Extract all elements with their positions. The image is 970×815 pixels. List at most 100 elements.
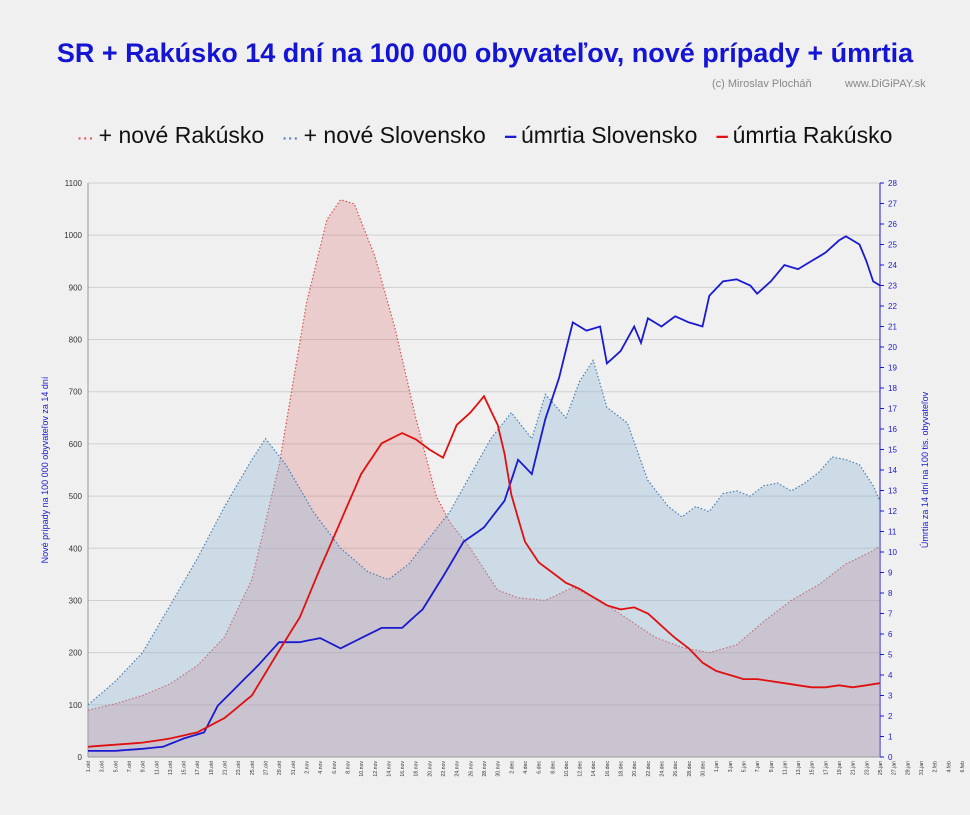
y2-tick-label: 2: [888, 712, 893, 721]
x-tick-label: 16.dec: [605, 761, 611, 777]
line-series-0: [88, 235, 881, 752]
x-tick-label: 13.jan: [796, 761, 802, 775]
x-tick-label: 15.okt: [182, 760, 188, 775]
x-tick-label: 22.nov: [441, 761, 447, 777]
y-axis-title: Nové prípady na 100 000 obyvateľov za 14…: [40, 376, 50, 563]
x-tick-label: 2.dec: [509, 761, 515, 774]
y-tick-label: 100: [69, 701, 83, 710]
y-tick-label: 1000: [64, 231, 82, 240]
y2-axis-title: Úmrtia za 14 dní na 100 tis. obyvateľov: [920, 391, 930, 548]
x-tick-label: 18.nov: [414, 761, 420, 777]
x-tick-label: 25.jan: [878, 761, 884, 775]
credit-author: (c) Miroslav Plocháň: [712, 78, 812, 90]
x-tick-label: 6.dec: [537, 761, 543, 774]
x-tick-label: 4.nov: [318, 761, 324, 774]
x-tick-label: 10.dec: [564, 761, 570, 777]
y-tick-label: 400: [69, 544, 83, 553]
x-tick-label: 4.dec: [523, 761, 529, 774]
x-tick-label: 22.dec: [646, 761, 652, 777]
chart-legend: ··· + nové Rakúsko ··· + nové Slovensko – ú…: [0, 122, 970, 149]
x-tick-label: 20.dec: [632, 761, 638, 777]
y-tick-label: 900: [69, 283, 83, 292]
x-tick-label: 25.okt: [250, 760, 256, 775]
y2-tick-label: 21: [888, 323, 897, 332]
x-tick-label: 26.nov: [468, 761, 474, 777]
x-tick-label: 17.jan: [823, 761, 829, 775]
y2-tick-label: 19: [888, 364, 897, 373]
y2-tick-label: 5: [888, 651, 893, 660]
legend-swatch-solid: –: [504, 122, 517, 148]
x-tick-label: 6.nov: [332, 761, 338, 774]
legend-label: úmrtia Rakúsko: [732, 122, 893, 148]
y2-tick-label: 12: [888, 507, 897, 516]
area-series-0: [88, 199, 880, 757]
x-tick-label: 23.okt: [236, 760, 242, 775]
legend-item-umrtia-slovensko: – úmrtia Slovensko: [504, 122, 704, 148]
x-tick-label: 29.okt: [277, 760, 283, 775]
x-tick-label: 16.nov: [400, 761, 406, 777]
x-tick-label: 8.dec: [550, 761, 556, 774]
chart-title: SR + Rakúsko 14 dní na 100 000 obyvateľo…: [56, 38, 914, 68]
y-tick-label: 500: [69, 492, 83, 501]
y2-tick-label: 28: [888, 179, 897, 188]
y2-tick-label: 22: [888, 302, 897, 311]
x-tick-label: 9.okt: [141, 760, 147, 772]
y-tick-label: 300: [69, 596, 83, 605]
y2-tick-label: 25: [888, 241, 897, 250]
x-tick-label: 11.okt: [154, 760, 160, 774]
y-tick-label: 200: [69, 649, 83, 658]
x-tick-label: 5.okt: [113, 760, 119, 772]
y2-tick-label: 20: [888, 343, 897, 352]
y2-tick-label: 10: [888, 548, 897, 557]
y2-tick-label: 13: [888, 487, 897, 496]
x-tick-label: 9.jan: [769, 761, 775, 772]
area-series-1: [88, 360, 880, 757]
x-tick-label: 3.jan: [728, 761, 734, 772]
x-tick-label: 14.nov: [386, 761, 392, 777]
x-tick-label: 6.feb: [960, 761, 966, 773]
x-tick-label: 4.feb: [946, 761, 952, 773]
x-tick-label: 1.okt: [86, 760, 92, 772]
x-tick-label: 1.jan: [714, 761, 720, 772]
y-tick-label: 700: [69, 388, 83, 397]
x-tick-label: 12.dec: [578, 761, 584, 777]
y2-tick-label: 3: [888, 692, 893, 701]
legend-label: + nové Slovensko: [303, 122, 486, 148]
x-tick-label: 28.nov: [482, 761, 488, 777]
legend-swatch-dotted: ···: [77, 130, 95, 146]
legend-item-umrtia-rakusko: – úmrtia Rakúsko: [716, 122, 893, 148]
y2-tick-label: 16: [888, 425, 897, 434]
y-tick-label: 1100: [65, 179, 83, 188]
x-tick-label: 10.nov: [359, 761, 365, 777]
x-tick-label: 14.dec: [591, 761, 597, 777]
legend-swatch-dotted: ···: [282, 130, 300, 146]
x-tick-label: 18.dec: [619, 761, 625, 777]
y2-tick-label: 23: [888, 282, 897, 291]
x-tick-label: 11.jan: [782, 761, 788, 775]
legend-label: úmrtia Slovensko: [520, 122, 698, 148]
x-tick-label: 23.jan: [864, 761, 870, 775]
x-tick-label: 26.dec: [673, 761, 679, 777]
x-tick-label: 28.dec: [687, 761, 693, 777]
x-tick-label: 5.jan: [741, 761, 747, 772]
y2-tick-label: 6: [888, 630, 893, 639]
x-tick-label: 31.okt: [291, 760, 297, 775]
x-tick-label: 19.jan: [837, 761, 843, 775]
x-tick-label: 3.okt: [100, 760, 106, 772]
x-tick-label: 20.nov: [427, 761, 433, 777]
y2-tick-label: 27: [888, 200, 897, 209]
x-tick-label: 30.dec: [700, 761, 706, 777]
y2-tick-label: 1: [888, 733, 893, 742]
x-tick-label: 2.nov: [304, 761, 310, 774]
legend-label: + nové Rakúsko: [98, 122, 265, 148]
x-tick-label: 15.jan: [810, 761, 816, 775]
x-tick-label: 7.jan: [755, 761, 761, 772]
x-tick-label: 2.feb: [933, 761, 939, 773]
x-tick-label: 24.dec: [660, 761, 666, 777]
legend-item-nove-rakusko: ··· + nové Rakúsko: [78, 122, 271, 148]
line-series-1: [87, 394, 881, 748]
x-tick-label: 7.okt: [127, 760, 133, 772]
y-tick-label: 0: [78, 753, 83, 762]
x-tick-label: 8.nov: [345, 761, 351, 774]
